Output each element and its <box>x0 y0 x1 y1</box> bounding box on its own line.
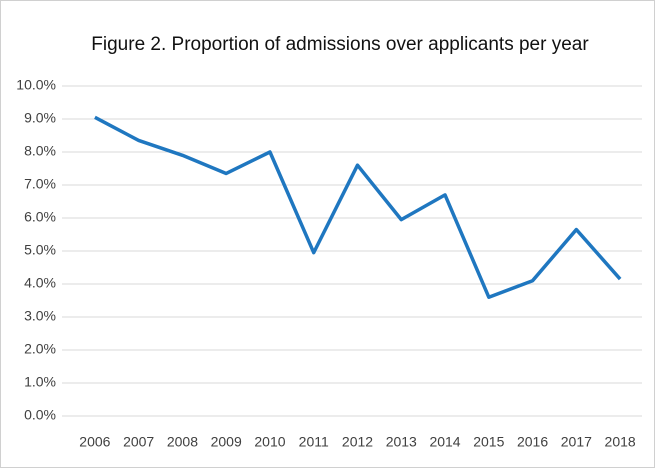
x-tick-label: 2009 <box>211 434 242 450</box>
x-tick-label: 2011 <box>299 434 329 450</box>
y-tick-label: 1.0% <box>24 374 56 390</box>
y-tick-label: 5.0% <box>24 242 56 258</box>
x-tick-label: 2010 <box>254 434 285 450</box>
x-tick-label: 2016 <box>517 434 548 450</box>
y-tick-label: 6.0% <box>24 209 56 225</box>
y-tick-label: 9.0% <box>24 110 56 126</box>
x-tick-label: 2017 <box>561 434 592 450</box>
chart-title: Figure 2. Proportion of admissions over … <box>91 34 589 55</box>
y-tick-label: 2.0% <box>24 341 56 357</box>
y-tick-label: 4.0% <box>24 275 56 291</box>
x-tick-label: 2008 <box>167 434 198 450</box>
x-tick-label: 2006 <box>79 434 110 450</box>
y-tick-label: 0.0% <box>24 407 56 423</box>
x-tick-label: 2012 <box>342 434 373 450</box>
x-tick-label: 2013 <box>386 434 417 450</box>
x-tick-label: 2007 <box>123 434 154 450</box>
x-tick-label: 2018 <box>605 434 636 450</box>
x-tick-label: 2014 <box>429 434 460 450</box>
y-tick-label: 7.0% <box>24 176 56 192</box>
y-tick-label: 8.0% <box>24 143 56 159</box>
y-tick-label: 10.0% <box>16 77 56 93</box>
y-tick-label: 3.0% <box>24 308 56 324</box>
x-tick-label: 2015 <box>473 434 504 450</box>
line-series <box>94 115 622 299</box>
